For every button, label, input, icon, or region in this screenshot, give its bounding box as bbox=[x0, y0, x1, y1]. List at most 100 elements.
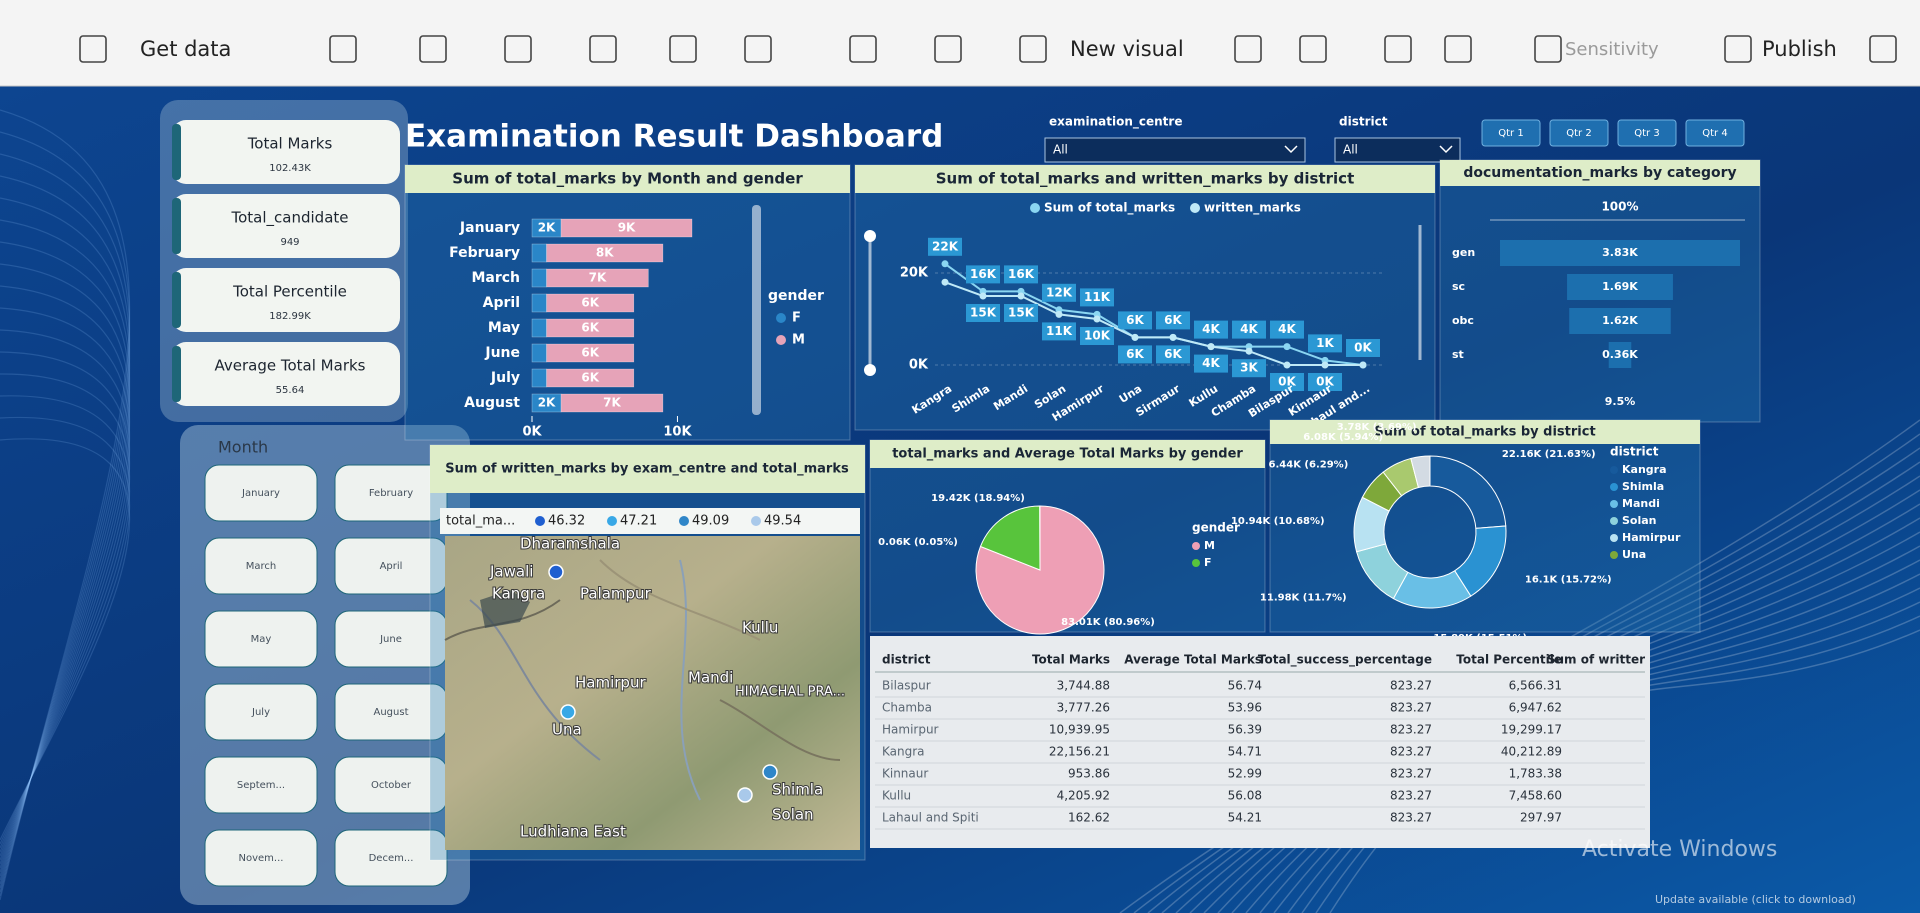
table-panel bbox=[870, 636, 1650, 848]
month-button-label[interactable]: Septem... bbox=[237, 780, 285, 791]
data-label: 0K bbox=[1316, 375, 1334, 389]
decor-wave bbox=[0, 373, 131, 853]
decor-wave bbox=[0, 395, 131, 849]
legend-label: M bbox=[1204, 539, 1215, 552]
month-button-label[interactable]: February bbox=[369, 488, 413, 499]
month-button-label[interactable]: July bbox=[251, 707, 270, 718]
legend-marker bbox=[1610, 534, 1618, 542]
toolbar-button[interactable]: Get data bbox=[140, 37, 231, 61]
decor-wave bbox=[0, 351, 131, 857]
quarter-button-label[interactable]: Qtr 2 bbox=[1566, 128, 1591, 139]
map-place-label: Mandi bbox=[688, 669, 733, 687]
filter-value[interactable]: All bbox=[1053, 143, 1068, 157]
month-button[interactable] bbox=[204, 537, 318, 595]
month-button-label[interactable]: August bbox=[374, 707, 409, 718]
toolbar-button[interactable]: New visual bbox=[1070, 37, 1184, 61]
toolbar-button[interactable]: Sensitivity bbox=[1565, 39, 1659, 60]
quarter-button[interactable] bbox=[1685, 119, 1745, 147]
table-header: Sum of writter bbox=[1547, 653, 1645, 667]
map-terrain bbox=[445, 536, 860, 850]
month-button[interactable] bbox=[204, 610, 318, 668]
line-point bbox=[1207, 343, 1215, 351]
table-cell: 823.27 bbox=[1390, 679, 1432, 693]
y-tick-label: June bbox=[484, 345, 520, 361]
data-label: 1.69K bbox=[1602, 280, 1638, 293]
toolbar-icon bbox=[1869, 35, 1897, 63]
month-button-label[interactable]: October bbox=[371, 780, 412, 791]
legend-label: F bbox=[1204, 556, 1212, 569]
line-point bbox=[1017, 292, 1025, 300]
table-cell: Kangra bbox=[882, 745, 925, 759]
decor-wave bbox=[0, 131, 131, 897]
quarter-button[interactable] bbox=[1617, 119, 1677, 147]
line-point bbox=[941, 260, 949, 268]
quarter-button-label[interactable]: Qtr 1 bbox=[1498, 128, 1523, 139]
y-tick-label: August bbox=[464, 395, 520, 411]
data-label-box bbox=[1194, 320, 1228, 339]
data-label: 10.94K (10.68%) bbox=[1231, 516, 1325, 527]
data-label: 0.06K (0.05%) bbox=[878, 537, 958, 548]
map-feature bbox=[599, 559, 761, 641]
month-button[interactable] bbox=[204, 464, 318, 522]
legend-marker bbox=[1610, 500, 1618, 508]
table-cell: 953.86 bbox=[1068, 767, 1110, 781]
kpi-card-accent bbox=[172, 346, 181, 402]
filter-dropdown[interactable] bbox=[1334, 137, 1461, 163]
map-place-label: Una bbox=[552, 721, 582, 739]
table-header: Average Total Marks bbox=[1124, 653, 1262, 667]
kpi-label: Total_candidate bbox=[231, 209, 349, 228]
filter-dropdown[interactable] bbox=[1044, 137, 1306, 163]
chart-header bbox=[855, 165, 1435, 193]
table-cell: 53.96 bbox=[1228, 701, 1262, 715]
data-label-box bbox=[1118, 345, 1152, 364]
toolbar-button[interactable]: Publish bbox=[1762, 37, 1837, 61]
month-button[interactable] bbox=[204, 829, 318, 887]
toolbar-icon bbox=[934, 35, 962, 63]
kpi-value: 182.99K bbox=[269, 311, 311, 322]
month-button-label[interactable]: May bbox=[251, 634, 272, 645]
month-button[interactable] bbox=[204, 756, 318, 814]
y-tick-label: 20K bbox=[900, 266, 929, 281]
month-button-label[interactable]: June bbox=[379, 634, 402, 645]
month-button-label[interactable]: Novem... bbox=[239, 853, 284, 864]
kpi-card-accent bbox=[172, 272, 181, 328]
scroll-handle bbox=[864, 230, 876, 242]
month-button[interactable] bbox=[334, 829, 448, 887]
data-label: 6K bbox=[581, 346, 599, 360]
month-button-label[interactable]: January bbox=[241, 488, 280, 499]
table-cell: 6,947.62 bbox=[1509, 701, 1562, 715]
month-button-label[interactable]: Decem... bbox=[369, 853, 414, 864]
quarter-button-label[interactable]: Qtr 4 bbox=[1702, 128, 1727, 139]
data-label: 16K bbox=[970, 267, 997, 281]
month-button-label[interactable]: April bbox=[380, 561, 403, 572]
quarter-button[interactable] bbox=[1549, 119, 1609, 147]
decor-wave bbox=[0, 416, 131, 845]
toolbar-icon bbox=[1299, 35, 1327, 63]
quarter-button-label[interactable]: Qtr 3 bbox=[1634, 128, 1659, 139]
decor-wave bbox=[0, 153, 131, 893]
month-button-label[interactable]: March bbox=[246, 561, 276, 572]
map-marker bbox=[548, 564, 564, 580]
bar-segment bbox=[531, 268, 547, 288]
table-cell: Lahaul and Spiti bbox=[882, 811, 979, 825]
table-cell: Bilaspur bbox=[882, 679, 931, 693]
quarter-button[interactable] bbox=[1481, 119, 1541, 147]
kpi-value: 55.64 bbox=[276, 385, 305, 396]
legend-title: district bbox=[1610, 445, 1659, 459]
update-status[interactable]: Update available (click to download) bbox=[1655, 893, 1856, 906]
table-cell: 823.27 bbox=[1390, 767, 1432, 781]
decor-wave bbox=[0, 307, 131, 865]
map-place-label: Shimla bbox=[772, 781, 823, 799]
filter-value[interactable]: All bbox=[1343, 143, 1358, 157]
decor-wave bbox=[0, 175, 131, 889]
data-label: 15K bbox=[1008, 306, 1035, 320]
data-label-box bbox=[966, 304, 1000, 322]
data-label: 6K bbox=[1164, 347, 1182, 361]
data-label: 4K bbox=[1278, 322, 1296, 336]
line-point bbox=[941, 278, 949, 286]
data-label: 6K bbox=[1164, 313, 1182, 327]
table-cell: 56.08 bbox=[1228, 789, 1262, 803]
data-label: 0K bbox=[1278, 375, 1296, 389]
month-button[interactable] bbox=[204, 683, 318, 741]
table-cell: 40,212.89 bbox=[1501, 745, 1562, 759]
